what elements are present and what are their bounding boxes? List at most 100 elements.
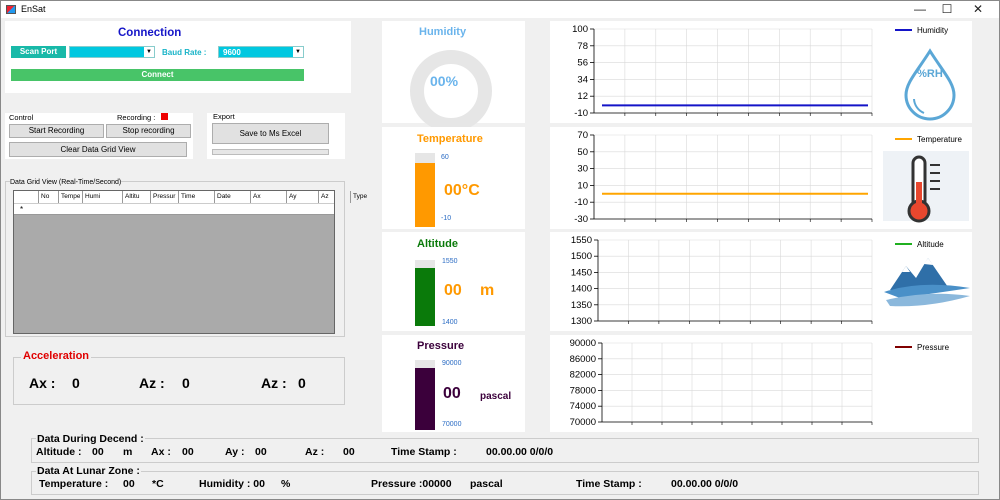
- az2-value: 0: [298, 375, 306, 391]
- grid-column-header[interactable]: Az: [318, 191, 348, 203]
- export-group: Export Save to Ms Excel: [207, 112, 345, 159]
- lunar-humidity-label: Humidity : 00: [199, 478, 265, 490]
- baud-rate-select[interactable]: 9600 ▼: [218, 46, 304, 58]
- ax-label: Ax :: [29, 375, 56, 391]
- pressure-unit: pascal: [480, 391, 512, 402]
- descend-ax-label: Ax :: [151, 446, 171, 458]
- acceleration-group: [13, 357, 345, 405]
- legend-label: Humidity: [917, 26, 948, 35]
- pressure-title: Pressure: [417, 340, 465, 352]
- descend-az-label: Az :: [305, 446, 325, 458]
- svg-text:%RH: %RH: [917, 68, 943, 80]
- descend-altitude-value: 00: [92, 446, 104, 458]
- baud-rate-label: Baud Rate :: [162, 48, 207, 57]
- grid-column-header[interactable]: Type: [350, 191, 384, 203]
- grid-column-header[interactable]: Ay: [286, 191, 316, 203]
- new-row-marker: *: [20, 205, 24, 214]
- grid-column-header[interactable]: Humi: [82, 191, 120, 203]
- descend-ay-label: Ay :: [225, 446, 245, 458]
- y-tick-label: 12: [577, 91, 588, 102]
- lunar-group: [31, 471, 979, 495]
- lunar-timestamp-label: Time Stamp :: [576, 478, 642, 490]
- grid-column-header[interactable]: No: [38, 191, 56, 203]
- temperature-bar: [415, 153, 435, 227]
- acceleration-title: Acceleration: [21, 350, 92, 362]
- temperature-chart-svg: 70 50 30 10 -10 -30 Temperature: [574, 130, 969, 225]
- control-group: Control Recording : Start Recording Stop…: [5, 113, 193, 159]
- y-tick-label: 34: [577, 74, 588, 85]
- connection-title: Connection: [118, 27, 182, 39]
- scan-port-button[interactable]: Scan Port: [11, 46, 66, 58]
- descend-ax-value: 00: [182, 446, 194, 458]
- y-tick-label: 1350: [571, 300, 592, 311]
- humidity-panel: Humidity 00%: [382, 21, 525, 132]
- maximize-button[interactable]: ☐: [941, 2, 953, 16]
- pressure-chart: 90000 86000 82000 78000 74000 70000 Pressure: [550, 335, 972, 432]
- y-tick-label: 1300: [571, 316, 592, 327]
- az1-value: 0: [182, 375, 190, 391]
- y-tick-label: 56: [577, 58, 588, 69]
- altitude-value: 00: [444, 282, 462, 299]
- altitude-panel: Altitude 1550 1400 00 m: [382, 232, 525, 331]
- data-grid[interactable]: NoTemperaHumiAltituPressurTimeDateAxAyAz…: [13, 190, 367, 334]
- altitude-bar: [415, 260, 435, 326]
- table-row[interactable]: *: [14, 203, 334, 215]
- export-label: Export: [213, 112, 235, 121]
- altitude-max: 1550: [442, 258, 458, 265]
- y-tick-label: 82000: [570, 370, 596, 381]
- y-tick-label: -30: [574, 214, 588, 225]
- descend-group: [31, 438, 979, 463]
- control-label: Control: [9, 113, 34, 122]
- y-tick-label: 86000: [570, 354, 596, 365]
- humidity-value: 00%: [430, 73, 459, 89]
- descend-timestamp-label: Time Stamp :: [391, 446, 457, 458]
- chevron-down-icon[interactable]: ▼: [293, 47, 303, 57]
- grid-column-header[interactable]: Date: [214, 191, 248, 203]
- y-tick-label: 90000: [570, 338, 596, 349]
- altitude-chart-svg: 1550 1500 1450 1400 1350 1300 Altitude: [571, 235, 970, 327]
- grid-column-header[interactable]: Tempera: [58, 191, 80, 203]
- grid-column-header[interactable]: Ax: [250, 191, 284, 203]
- close-button[interactable]: ✕: [972, 2, 984, 16]
- grid-column-header[interactable]: Time: [178, 191, 212, 203]
- chevron-down-icon[interactable]: ▼: [144, 47, 154, 57]
- data-grid-title: Data Grid View (Real-Time/Second): [10, 179, 122, 186]
- y-tick-label: 1400: [571, 284, 592, 295]
- temperature-chart: 70 50 30 10 -10 -30 Temperature: [550, 127, 972, 229]
- legend-label: Temperature: [917, 135, 962, 144]
- stop-recording-button[interactable]: Stop recording: [106, 124, 191, 138]
- y-tick-label: 74000: [570, 401, 596, 412]
- temperature-panel: Temperature 60 -10 00°C: [382, 127, 525, 229]
- y-tick-label: 70: [577, 130, 588, 141]
- clear-grid-button[interactable]: Clear Data Grid View: [9, 142, 187, 157]
- descend-title: Data During Decend :: [36, 433, 145, 445]
- grid-column-header[interactable]: Altitu: [122, 191, 148, 203]
- thermometer-icon: [883, 151, 969, 223]
- lunar-pressure-label: Pressure :00000: [371, 478, 452, 490]
- pressure-panel: Pressure 90000 70000 00 pascal: [382, 335, 525, 432]
- pressure-chart-svg: 90000 86000 82000 78000 74000 70000 Pressure: [570, 338, 950, 428]
- humidity-chart-svg: 100 78 56 34 12 -10 Humidity %RH: [572, 24, 956, 121]
- y-tick-label: -10: [574, 197, 588, 208]
- humidity-chart: 100 78 56 34 12 -10 Humidity %RH: [550, 21, 972, 123]
- descend-timestamp-value: 00.00.00 0/0/0: [486, 446, 554, 458]
- altitude-chart: 1550 1500 1450 1400 1350 1300 Altitude: [550, 232, 972, 331]
- az1-label: Az :: [139, 375, 165, 391]
- save-excel-button[interactable]: Save to Ms Excel: [212, 123, 329, 144]
- humidity-drop-icon: %RH: [904, 48, 956, 121]
- mountain-icon: [884, 258, 970, 307]
- y-tick-label: 30: [577, 164, 588, 175]
- port-select[interactable]: ▼: [69, 46, 155, 58]
- y-tick-label: 78: [577, 41, 588, 52]
- recording-indicator: [161, 113, 168, 120]
- descend-altitude-label: Altitude :: [36, 446, 82, 458]
- legend-label: Pressure: [917, 343, 950, 352]
- minimize-button[interactable]: —: [914, 2, 926, 16]
- grid-column-header[interactable]: Pressur: [150, 191, 176, 203]
- connect-button[interactable]: Connect: [11, 69, 304, 81]
- start-recording-button[interactable]: Start Recording: [9, 124, 104, 138]
- descend-ay-value: 00: [255, 446, 267, 458]
- descend-az-value: 00: [343, 446, 355, 458]
- pressure-bar-fill: [415, 368, 435, 430]
